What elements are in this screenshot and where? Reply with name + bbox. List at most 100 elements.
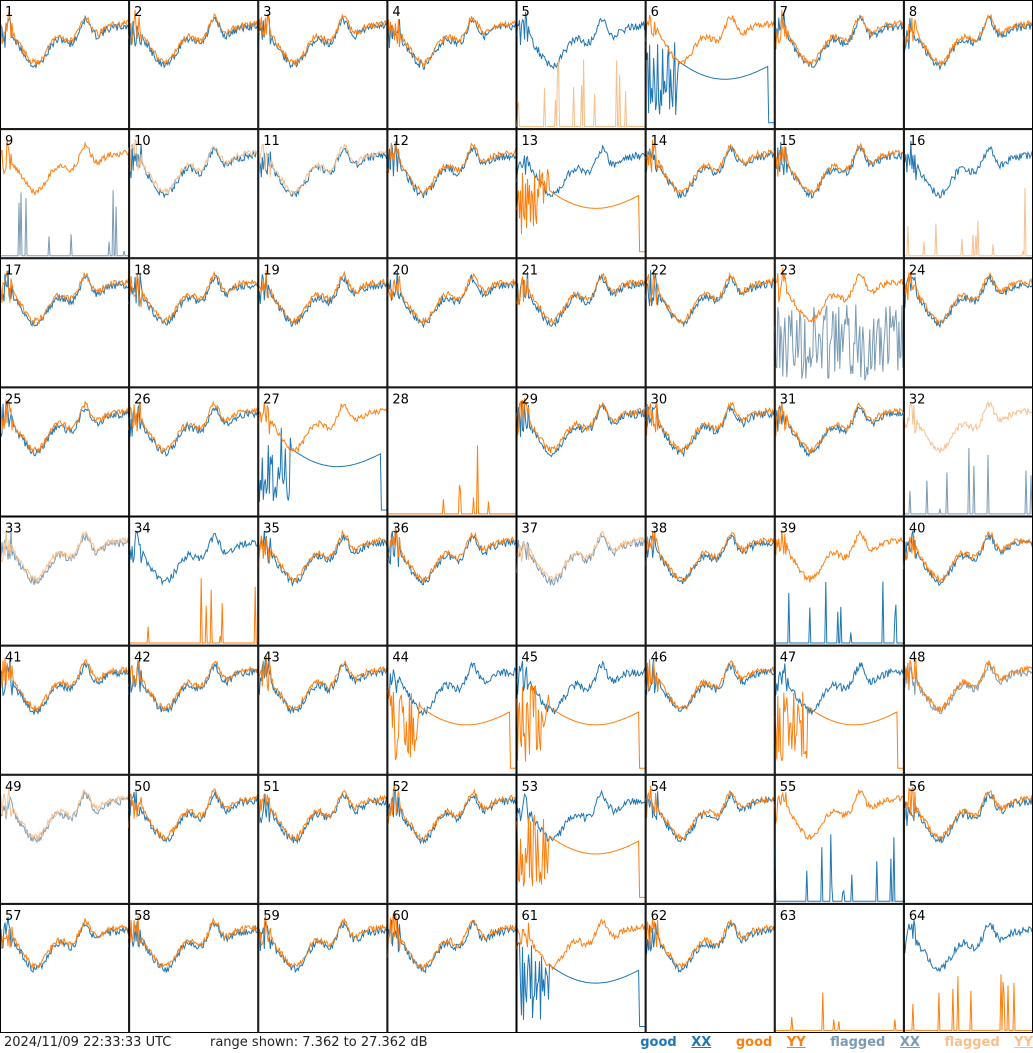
panel-7-frame [774,0,904,130]
panel-55-frame [774,774,904,904]
panel-30-frame [645,387,775,517]
panel-33-frame [0,516,130,646]
panel-53-label: 53 [522,780,539,795]
panel-43-label: 43 [263,651,280,666]
panel-43-yy-line [257,655,388,711]
panel-57-frame [0,903,130,1033]
panel-16-yy-line [903,187,1033,257]
panel-51-frame [258,774,388,904]
panel-63-yy-line [774,992,904,1031]
panel-26-label: 26 [134,392,151,407]
panel-5-xx-line [516,12,647,70]
panel-16-label: 16 [909,134,926,149]
panel-63-frame [774,903,904,1033]
legend-good-xx: good XX [640,1035,712,1050]
panel-8-yy-line [903,13,1033,66]
panel-53-xx-line [516,789,646,843]
panel-4-yy-line [386,16,517,68]
panel-33-yy-line [0,529,130,584]
panel-14-yy-line [645,139,775,195]
panel-58-label: 58 [134,909,151,924]
panel-2-frame [129,0,259,130]
panel-7-label: 7 [780,5,788,20]
panel-1-xx-line [0,14,130,69]
panel-27-label: 27 [263,392,280,407]
panel-55-xx-line [774,834,904,902]
panel-17-xx-line [0,270,130,327]
panel-21-label: 21 [522,263,539,278]
panel-10-yy-line [128,138,259,194]
panel-9-yy-line [0,139,130,197]
panel-56-yy-line [903,786,1033,841]
panel-52-xx-line [386,789,517,845]
panel-55-label: 55 [780,780,797,795]
panel-41-frame [0,645,130,775]
panel-17-frame [0,258,130,388]
panel-38-xx-line [645,530,776,585]
panel-63-label: 63 [780,909,797,924]
panel-47-frame [774,645,904,775]
panel-37-label: 37 [522,522,539,537]
panel-52-yy-line [386,784,517,841]
panel-3-frame [258,0,388,130]
panel-12-yy-line [386,141,517,195]
panel-34-yy-line [129,578,259,644]
panel-54-xx-line [645,791,775,843]
range-label: range shown: 7.362 to 27.362 dB [210,1035,428,1050]
panel-44-frame [387,645,517,775]
panel-14-label: 14 [651,134,668,149]
panel-51-yy-line [258,790,388,841]
panel-9-frame [0,129,130,259]
panel-34-label: 34 [134,522,151,537]
panel-61-label: 61 [522,909,539,924]
panel-7-yy-line [774,9,905,67]
panel-62-label: 62 [651,909,668,924]
panel-50-frame [129,774,259,904]
legend-flagged-yy: flagged YY [944,1035,1033,1050]
panel-56-xx-line [903,791,1033,844]
panel-51-label: 51 [263,780,280,795]
panel-2-label: 2 [134,5,142,20]
panel-20-xx-line [386,270,517,329]
panel-20-frame [387,258,517,388]
panel-1-frame [0,0,130,130]
panel-13-xx-line [516,144,646,197]
panel-33-label: 33 [5,522,22,537]
panel-21-frame [516,258,646,388]
panel-23-yy-line [774,267,905,323]
panel-15-xx-line [774,141,904,199]
panel-54-yy-line [645,785,776,841]
panel-36-frame [387,516,517,646]
panel-61-xx-line [516,942,646,1027]
panel-41-label: 41 [5,651,22,666]
panel-23-label: 23 [780,263,797,278]
panel-6-frame [645,0,775,130]
panel-29-frame [516,387,646,517]
panel-53-yy-line [516,814,646,898]
panel-32-xx-line [903,447,1033,515]
panel-35-yy-line [257,529,388,582]
panel-8-label: 8 [909,5,917,20]
panel-48-yy-line [903,658,1033,713]
panel-39-label: 39 [780,522,797,537]
panel-40-label: 40 [909,522,926,537]
panel-29-yy-line [516,397,647,453]
panel-29-xx-line [516,400,647,458]
panel-50-xx-line [128,791,259,844]
panel-40-yy-line [903,530,1033,584]
panel-61-yy-line [516,918,647,971]
panel-36-xx-line [386,530,517,586]
panel-11-frame [258,129,388,259]
panel-33-xx-line [0,529,130,586]
panel-3-label: 3 [263,5,271,20]
panel-61-frame [516,903,646,1033]
panel-10-label: 10 [134,134,151,149]
panel-10-xx-line [128,144,259,198]
panel-19-label: 19 [263,263,280,278]
panel-36-yy-line [386,526,517,583]
panel-58-xx-line [128,921,259,973]
panel-57-yy-line [0,918,130,970]
panel-42-yy-line [128,660,259,712]
panel-39-yy-line [774,529,904,583]
panel-60-yy-line [386,912,517,971]
